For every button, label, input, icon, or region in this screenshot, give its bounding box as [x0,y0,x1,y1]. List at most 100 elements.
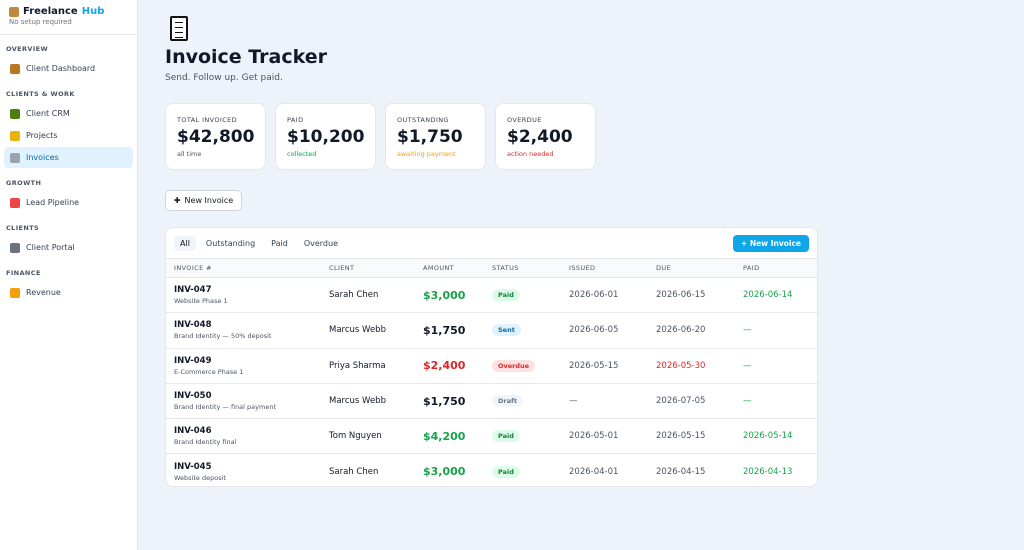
amount: $4,200 [423,429,466,443]
invoice-cell: INV-049 E-Commerce Phase 1 [174,356,329,376]
stat-label: TOTAL INVOICED [177,116,238,124]
paid-date: — [743,396,752,407]
invoice-number: INV-048 [174,320,212,331]
invoice-number: INV-045 [174,461,212,472]
stat-card: TOTAL INVOICED $42,800 all time [165,103,266,170]
client-name: Sarah Chen [329,466,379,477]
issued-date: 2026-05-15 [569,360,619,371]
invoice-number: INV-050 [174,391,212,402]
client-name: Marcus Webb [329,325,386,336]
issued-date: 2026-06-01 [569,290,619,301]
sidebar: Freelance Hub No setup required OVERVIEW C… [0,0,138,550]
paid-date: — [743,360,752,371]
issued-date: 2026-04-01 [569,466,619,477]
nav-icon [10,108,20,119]
stat-label: PAID [287,116,304,124]
issued-date: 2026-06-05 [569,325,619,336]
invoice-cell: INV-048 Brand Identity — 50% deposit [174,320,329,340]
nav-icon [10,130,20,141]
due-date: 2026-05-30 [656,360,706,371]
invoice-cell: INV-046 Brand Identity final [174,426,329,446]
column-header: CLIENT [329,264,355,272]
stat-note: collected [287,150,317,158]
filter-tab[interactable]: Overdue [303,238,338,248]
column-header: STATUS [492,264,519,272]
due-date: 2026-06-20 [656,325,706,336]
new-invoice-action[interactable]: + New Invoice [732,234,809,252]
nav-item[interactable]: Lead Pipeline [4,192,133,213]
issued-date: 2026-05-01 [569,431,619,442]
amount: $2,400 [423,359,466,373]
paid-date: 2026-06-14 [743,290,793,301]
invoice-row[interactable]: INV-049 E-Commerce Phase 1 Priya Sharma $2,… [166,347,817,383]
nav-item[interactable]: Projects [4,125,133,146]
paid-date: — [743,325,752,336]
nav-icon [10,287,20,298]
nav-section-title: FINANCE [6,269,41,277]
page-title: Invoice Tracker [165,46,328,68]
invoice-number: INV-046 [174,426,212,437]
column-header: DUE [656,264,672,272]
filter-tab[interactable]: All [174,235,196,251]
nav-item[interactable]: Client Portal [4,237,133,258]
paid-date: 2026-04-13 [743,466,793,477]
status-badge: Draft [492,395,523,408]
filter-tab[interactable]: Paid [271,238,288,248]
stat-value: $42,800 [177,127,255,147]
column-header: ISSUED [569,264,596,272]
page-subtitle: Send. Follow up. Get paid. [165,73,283,83]
stat-note: awaiting payment [397,150,456,158]
filter-tab[interactable]: Outstanding [205,238,256,248]
invoice-row[interactable]: INV-046 Brand Identity final Tom Nguyen $4,… [166,418,817,453]
due-date: 2026-05-15 [656,431,706,442]
invoice-description: Website Phase 1 [174,297,228,306]
page-icon [170,16,188,41]
main: Invoice Tracker Send. Follow up. Get pai… [138,0,1024,550]
status-badge: Sent [492,324,521,337]
client-name: Tom Nguyen [329,431,382,442]
client-name: Priya Sharma [329,360,386,371]
nav-item[interactable]: Client CRM [4,103,133,124]
stat-note: all time [177,150,202,158]
tagline: No setup required [9,18,72,26]
nav-label: Client Portal [26,243,75,252]
brand-accent: Hub [81,6,105,17]
paid-date: 2026-05-14 [743,431,793,442]
amount: $3,000 [423,288,466,302]
due-date: 2026-07-05 [656,396,706,407]
due-date: 2026-04-15 [656,466,706,477]
stat-value: $10,200 [287,127,365,147]
nav-section-title: OVERVIEW [6,45,49,53]
invoice-row[interactable]: INV-048 Brand Identity — 50% deposit Marcu… [166,312,817,347]
nav-section-title: CLIENTS [6,224,40,232]
column-header: INVOICE # [174,264,212,272]
amount: $3,000 [423,465,466,479]
nav-item[interactable]: Revenue [4,282,133,303]
invoice-row[interactable]: INV-045 Website deposit Sarah Chen $3,000 Pa… [166,453,817,486]
status-badge: Paid [492,430,520,443]
nav-icon [10,152,20,163]
nav-label: Revenue [26,288,61,297]
invoice-number: INV-049 [174,355,212,366]
invoice-cell: INV-045 Website deposit [174,462,329,482]
invoice-number: INV-047 [174,285,212,296]
nav-item[interactable]: Invoices [4,147,133,168]
nav-label: Client Dashboard [26,64,96,73]
nav-section-title: CLIENTS & WORK [6,90,75,98]
status-badge: Paid [492,465,520,478]
invoice-description: Brand Identity — final payment [174,403,276,412]
brand-icon [9,6,19,17]
status-badge: Overdue [492,359,536,372]
table-header: INVOICE # CLIENT AMOUNT STATUS ISSUED DUE PAID [166,258,817,277]
new-invoice-button[interactable]: ✚ New Invoice [165,190,242,211]
nav-item[interactable]: Client Dashboard [4,58,133,79]
invoice-row[interactable]: INV-047 Website Phase 1 Sarah Chen $3,000 Pa… [166,277,817,312]
invoice-row[interactable]: INV-050 Brand Identity — final payment Mar… [166,382,817,418]
invoice-description: Brand Identity final [174,438,237,447]
client-name: Marcus Webb [329,396,386,407]
stat-value: $1,750 [397,127,463,147]
stat-label: OUTSTANDING [397,116,449,124]
invoice-cell: INV-047 Website Phase 1 [174,285,329,305]
stat-card: PAID $10,200 collected [275,103,376,170]
